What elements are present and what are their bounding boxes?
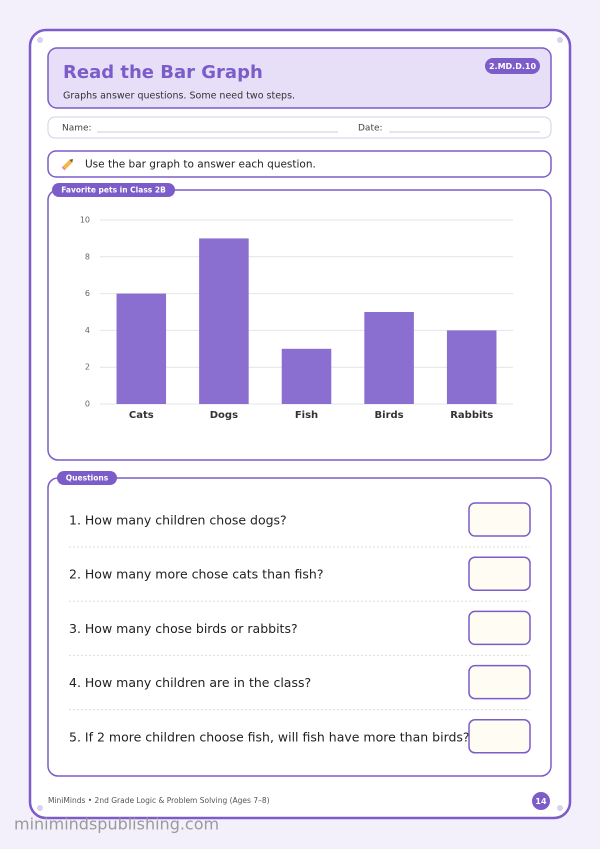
bar (199, 238, 249, 404)
dot (557, 805, 563, 811)
x-tick-label: Dogs (210, 410, 238, 421)
badge (485, 58, 540, 74)
question: 3. How many chose birds or rabbits? (69, 621, 298, 636)
title: Read the Bar Graph (63, 62, 263, 83)
y-tick-label: 4 (85, 326, 90, 335)
y-tick-label: 6 (85, 289, 90, 298)
date-label: Date: (358, 124, 383, 134)
instruction-box (47, 150, 552, 178)
header-box (47, 47, 552, 109)
dot (557, 37, 563, 43)
questions-pill (57, 471, 117, 485)
x-tick-label: Cats (129, 410, 154, 421)
footer-text: MiniMinds • 2nd Grade Logic & Problem So… (48, 796, 270, 805)
question: 1. How many children chose dogs? (69, 513, 287, 528)
bar (116, 293, 167, 404)
question: 4. How many children are in the class? (69, 675, 311, 690)
dot (37, 37, 43, 43)
bar-chart: 0 2 4 6 8 10 Cats Dogs Fish Birds Rabbits (80, 216, 513, 421)
answer-box (468, 556, 531, 591)
dot (37, 805, 43, 811)
bar (364, 312, 414, 404)
y-tick-label: 8 (85, 252, 90, 261)
answer-box (468, 664, 531, 700)
question-list: 1. How many children chose dogs? 2. How m… (69, 502, 531, 754)
page-number: 14 (535, 797, 547, 806)
question: 2. How many more chose cats than fish? (69, 567, 324, 582)
answer-box (468, 502, 531, 537)
questions-box (47, 477, 552, 777)
bar (281, 348, 332, 404)
chart-title: Favorite pets in Class 2B (61, 186, 166, 195)
name-row (47, 116, 552, 139)
instruction: Use the bar graph to answer each questio… (85, 159, 316, 171)
standard: 2.MD.D.10 (489, 62, 536, 71)
x-tick-label: Fish (295, 410, 318, 421)
y-tick-label: 0 (85, 400, 90, 409)
name-label: Name: (62, 124, 92, 134)
y-tick-label: 10 (80, 216, 90, 225)
y-tick-label: 2 (85, 363, 90, 372)
chart-box (47, 189, 552, 461)
watermark: minimindspublishing.com (14, 815, 219, 834)
x-tick-label: Birds (375, 410, 404, 421)
subtitle: Graphs answer questions. Some need two s… (63, 91, 295, 102)
answer-box (468, 719, 531, 754)
x-tick-label: Rabbits (450, 410, 493, 421)
chart-pill (52, 183, 175, 197)
bar (446, 330, 497, 404)
page-badge (532, 792, 550, 810)
pencil-icon (61, 159, 73, 171)
answer-box (468, 610, 531, 646)
questions-title: Questions (66, 474, 109, 483)
question: 5. If 2 more children choose fish, will … (69, 729, 470, 744)
